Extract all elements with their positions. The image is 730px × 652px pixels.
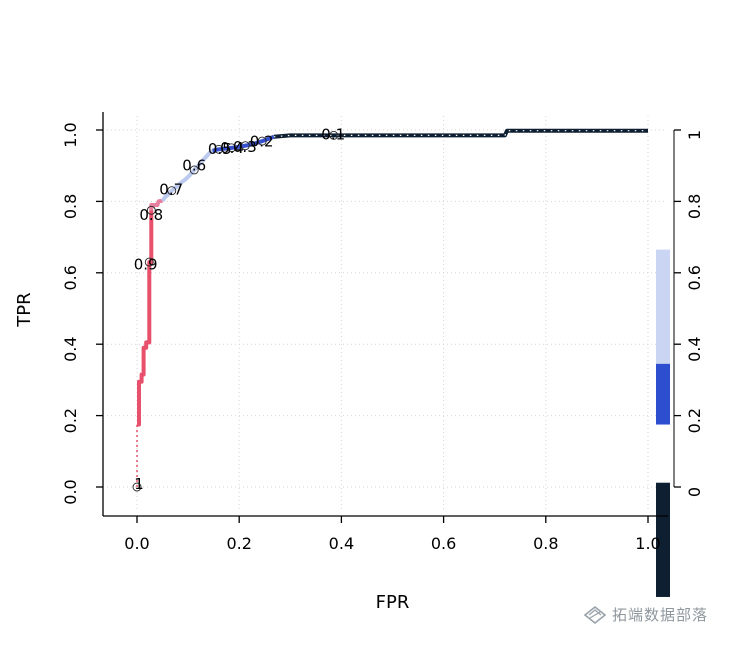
threshold-label: 0.5 xyxy=(208,140,232,158)
colorbar-tick-label: 0.2 xyxy=(685,408,704,433)
threshold-point-marker xyxy=(329,130,339,140)
threshold-point-marker xyxy=(257,136,267,146)
threshold-point-marker xyxy=(240,141,250,151)
watermark-logo-icon xyxy=(583,605,606,624)
threshold-point-marker xyxy=(227,143,236,153)
threshold-point-marker xyxy=(167,186,177,196)
y-axis-title: TPR xyxy=(14,292,35,327)
y-tick-label: 0.0 xyxy=(61,479,80,504)
colorbar-tick-label: 1 xyxy=(685,130,704,140)
threshold-label: 0.8 xyxy=(139,206,163,224)
y-tick-label: 0.6 xyxy=(61,265,80,290)
colorbar-tick-label: 0.8 xyxy=(685,194,704,219)
colorbar-segment xyxy=(656,363,670,425)
y-tick-label: 0.2 xyxy=(61,408,80,433)
threshold-point-marker xyxy=(144,257,154,267)
watermark-text: 拓端数据部落 xyxy=(611,606,708,624)
threshold-point-marker xyxy=(189,165,199,175)
threshold-point-marker xyxy=(146,205,156,215)
threshold-label: 0.6 xyxy=(182,157,206,175)
threshold-point-marker xyxy=(132,482,142,492)
x-tick-label: 0.6 xyxy=(431,534,456,553)
roc-segment-threshold-0.6-0.7 xyxy=(160,149,214,202)
threshold-label: 0.3 xyxy=(233,138,257,156)
x-tick-label: 0.8 xyxy=(533,534,558,553)
colorbar-tick-label: 0.4 xyxy=(685,336,704,361)
colorbar-segment xyxy=(656,482,670,597)
x-tick-label: 1.0 xyxy=(635,534,660,553)
threshold-label: 0.9 xyxy=(134,256,158,274)
watermark: 拓端数据部落 xyxy=(583,604,708,625)
roc-segment-threshold-0.3-0.5 xyxy=(212,134,275,153)
threshold-label: 0.2 xyxy=(250,132,274,150)
y-tick-label: 1.0 xyxy=(61,122,80,147)
x-axis-title: FPR xyxy=(376,592,410,613)
roc-segment-threshold-0.0-0.2-dot-overlay xyxy=(273,130,648,138)
colorbar-segment xyxy=(656,249,670,364)
threshold-label: 0.1 xyxy=(321,126,345,144)
y-tick-label: 0.4 xyxy=(61,336,80,361)
threshold-label: 0.4 xyxy=(220,139,244,157)
x-tick-label: 0.4 xyxy=(329,534,354,553)
threshold-label: 0.7 xyxy=(159,181,183,199)
colorbar-tick-label: 0 xyxy=(685,487,704,497)
colorbar-tick-label: 0.6 xyxy=(685,265,704,290)
threshold-point-marker xyxy=(214,144,224,154)
x-tick-label: 0.0 xyxy=(124,534,149,553)
y-tick-label: 0.8 xyxy=(61,194,80,219)
threshold-label: 1 xyxy=(134,475,144,493)
x-tick-label: 0.2 xyxy=(226,534,251,553)
roc-segment-threshold-0.8-1.0 xyxy=(137,210,154,427)
